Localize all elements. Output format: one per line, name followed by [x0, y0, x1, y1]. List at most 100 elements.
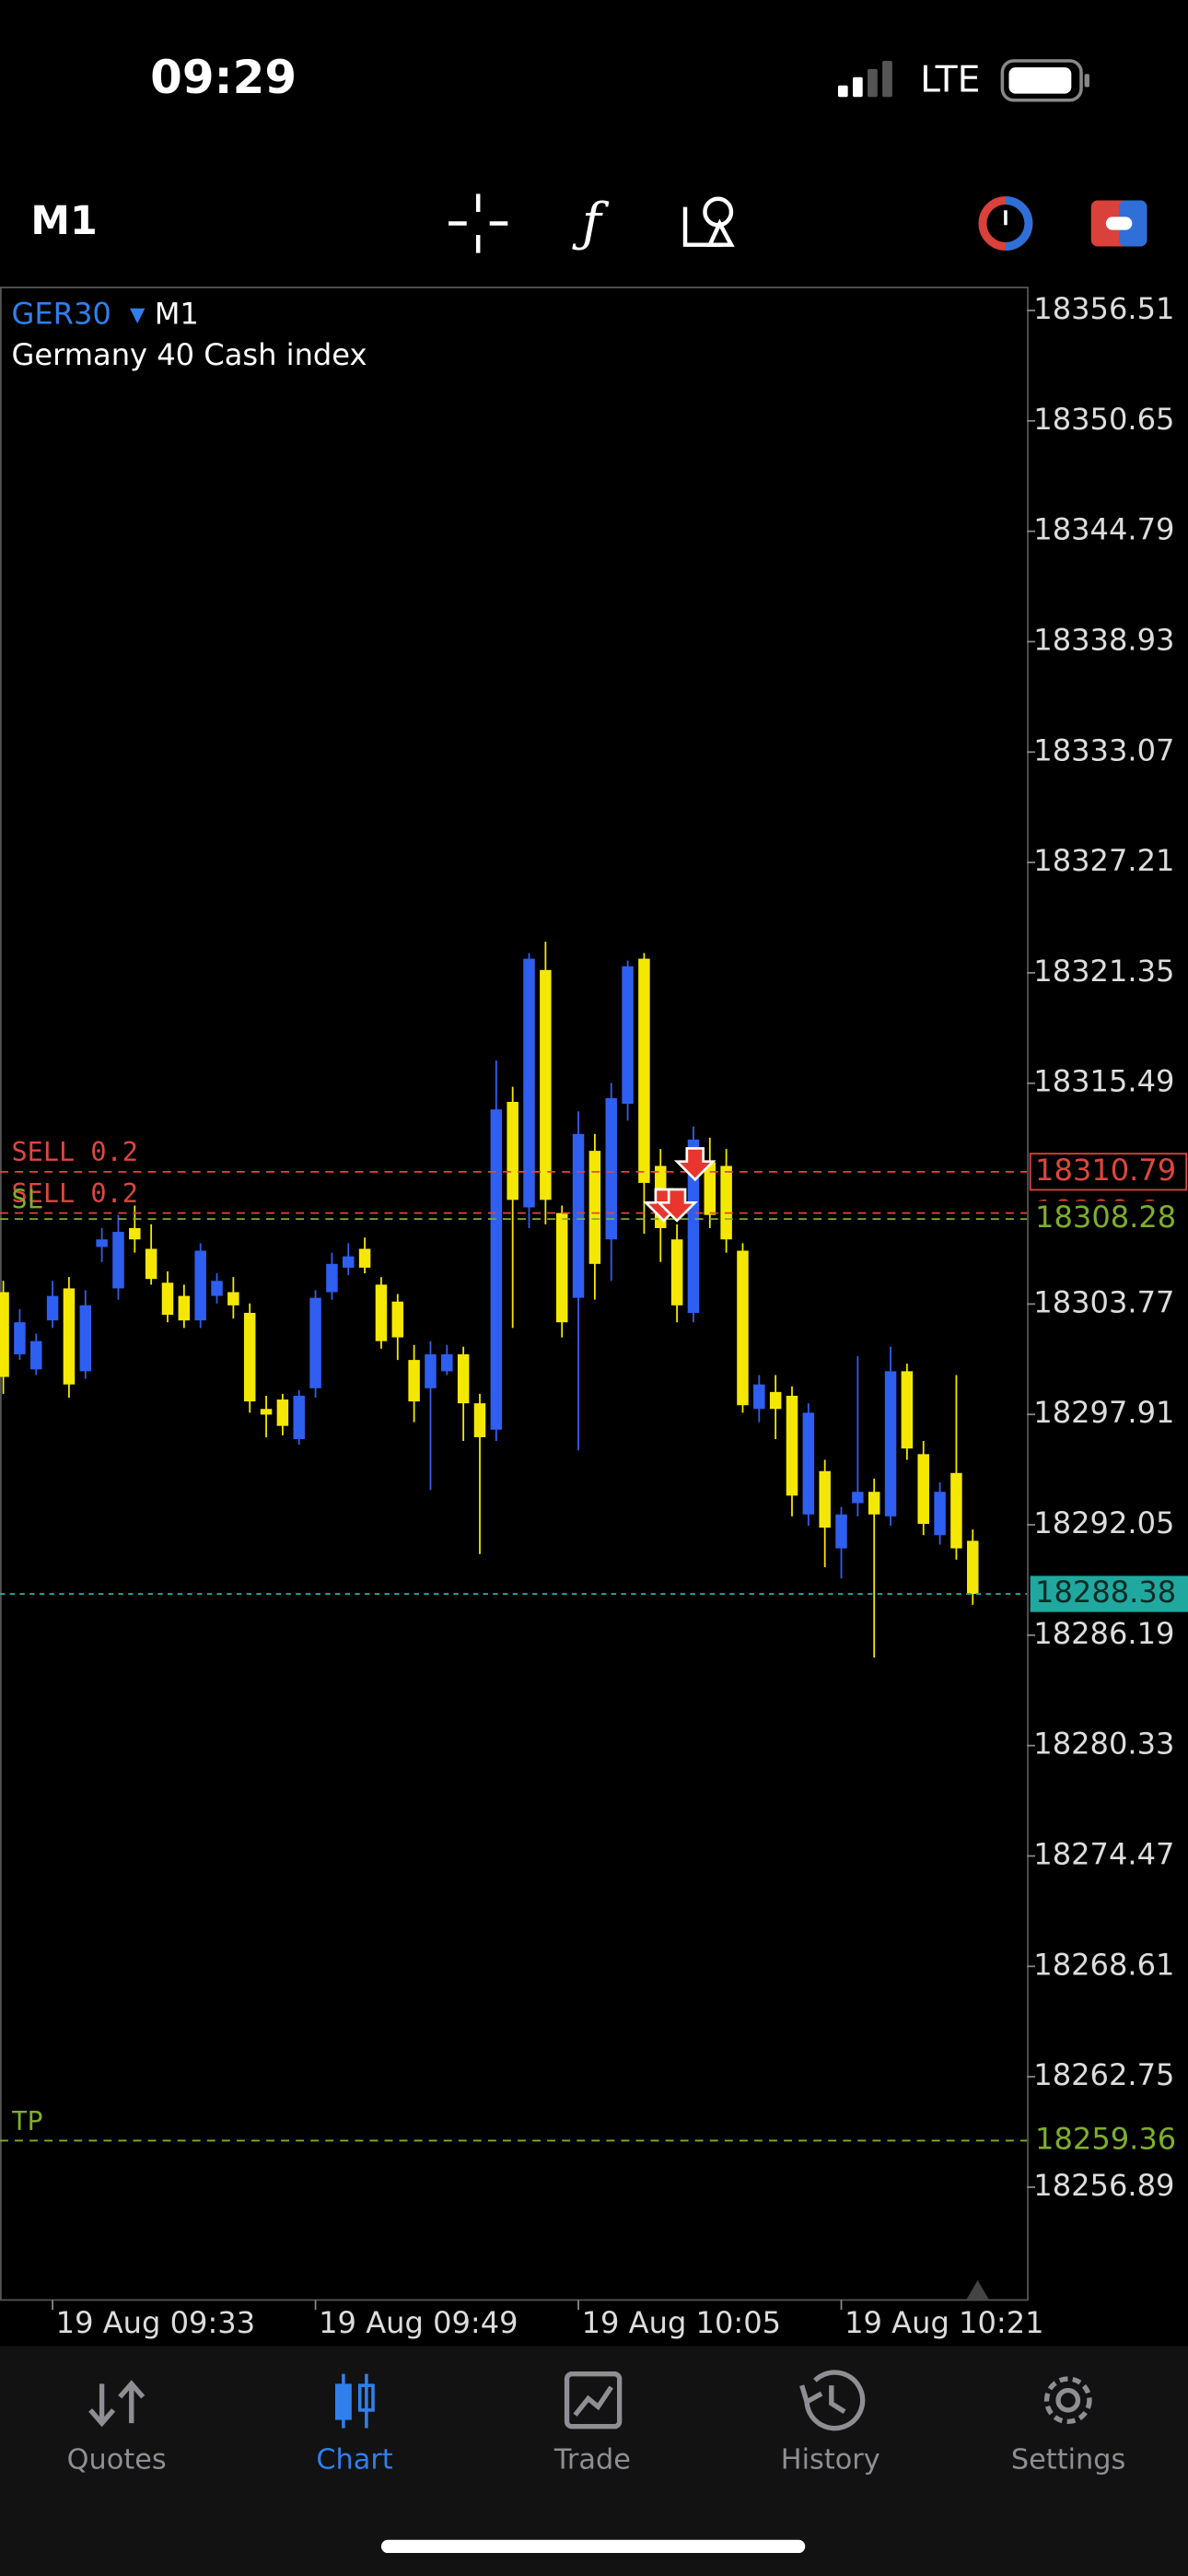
trade-button[interactable] — [1090, 200, 1147, 247]
candle-body — [835, 1514, 847, 1549]
candle-body — [14, 1322, 26, 1354]
candle-body — [507, 1101, 518, 1200]
level-price: 18259.36 — [1035, 2121, 1176, 2156]
tab-label[interactable]: Quotes — [67, 2444, 167, 2476]
one-click-button[interactable] — [978, 196, 1033, 251]
candle-body — [638, 958, 650, 1183]
candle-body — [473, 1403, 486, 1437]
candle-body — [260, 1409, 273, 1415]
level-label: SL — [11, 1185, 42, 1215]
objects-button[interactable] — [682, 196, 735, 247]
trade-icon — [564, 2371, 623, 2430]
candle-body — [950, 1472, 962, 1549]
signal-icon — [837, 60, 892, 98]
candle-body — [227, 1292, 239, 1306]
y-tick-label: 18303.77 — [1033, 1284, 1174, 1319]
candle-body — [687, 1139, 700, 1313]
status-time: 09:29 — [150, 51, 297, 104]
y-tick-label: 18356.51 — [1033, 291, 1174, 326]
candle-body — [967, 1540, 979, 1595]
candle-body — [786, 1395, 798, 1496]
candle-body — [408, 1360, 420, 1402]
level-price: 18308.28 — [1035, 1200, 1176, 1235]
y-tick-label: 18327.21 — [1033, 843, 1174, 878]
y-tick-label: 18286.19 — [1033, 1616, 1174, 1651]
level-price-box — [1030, 1200, 1187, 1237]
candle-body — [441, 1353, 453, 1372]
x-tick-label: 19 Aug 09:33 — [56, 2305, 255, 2340]
level-price-box — [1029, 1153, 1188, 1191]
candle-body — [145, 1248, 157, 1280]
y-tick-label: 18280.33 — [1033, 1727, 1174, 1762]
x-tick-label: 19 Aug 10:05 — [582, 2305, 781, 2340]
y-tick-label: 18344.79 — [1033, 512, 1174, 547]
level-price: 18310.79 — [1035, 1153, 1176, 1188]
candle-body — [852, 1492, 864, 1504]
level-label: SELL 0.2 — [11, 1178, 137, 1209]
quotes-icon — [88, 2380, 146, 2428]
candle-body — [79, 1305, 92, 1372]
candle-body — [112, 1232, 124, 1289]
chart-symbol[interactable]: GER30 — [11, 296, 111, 331]
y-tick-label: 18333.07 — [1033, 732, 1174, 767]
candle-body — [884, 1371, 897, 1516]
y-tick-label: 18338.93 — [1033, 622, 1174, 657]
candle-body — [194, 1250, 206, 1321]
y-tick-label: 18321.35 — [1033, 954, 1174, 989]
y-tick-label: 18297.91 — [1033, 1395, 1174, 1430]
candle-body — [737, 1250, 749, 1406]
candle-body — [868, 1492, 880, 1515]
settings-icon — [1043, 2376, 1092, 2425]
chart-timeframe: M1 — [155, 296, 199, 331]
price-axis: 18356.51 18350.65 18344.79 18338.93 18333.07… — [52, 291, 1188, 2340]
y-tick-label: 18262.75 — [1033, 2057, 1174, 2092]
battery-icon — [1000, 59, 1089, 102]
candle-body — [30, 1341, 42, 1370]
bid-price: 18288.38 — [1035, 1575, 1176, 1610]
tab-bar — [0, 2346, 1188, 2576]
candle-body — [720, 1165, 732, 1240]
candle-body — [161, 1282, 174, 1316]
candle-body — [670, 1239, 683, 1306]
candle-body — [917, 1454, 929, 1525]
level-label: SELL 0.2 — [11, 1137, 137, 1167]
chart-description: Germany 40 Cash index — [11, 337, 367, 372]
candle-body — [293, 1395, 305, 1439]
indicators-button[interactable]: ƒ — [572, 193, 610, 253]
candle-body — [375, 1284, 388, 1341]
candle-body — [343, 1256, 355, 1268]
candle-body — [605, 1097, 617, 1240]
candle-body — [588, 1151, 601, 1264]
tab-label[interactable]: History — [781, 2444, 880, 2476]
network-type: LTE — [920, 60, 980, 101]
candle-body — [46, 1295, 59, 1321]
candle-body — [0, 1292, 9, 1377]
candle-body — [490, 1109, 503, 1430]
tab-label[interactable]: Chart — [316, 2444, 392, 2476]
candle-body — [211, 1281, 223, 1296]
symbol-dropdown[interactable]: ▼ — [130, 303, 146, 326]
plot-area — [0, 942, 1028, 2142]
level-price-box — [1030, 2122, 1187, 2160]
candle-body — [391, 1301, 404, 1338]
home-indicator — [380, 2539, 806, 2554]
candle-body — [358, 1248, 371, 1268]
candle-body — [555, 1212, 568, 1323]
candle-body — [901, 1371, 914, 1449]
candle-body — [769, 1391, 782, 1410]
y-tick-label: 18256.89 — [1033, 2168, 1174, 2203]
candle-body — [276, 1399, 289, 1426]
y-tick-label: 18292.05 — [1033, 1505, 1174, 1540]
timeframe-button[interactable]: M1 — [30, 198, 97, 244]
candle-body — [802, 1412, 815, 1515]
crosshair-button[interactable] — [448, 193, 508, 253]
bid-price-box — [1030, 1575, 1188, 1612]
candle-body — [457, 1353, 470, 1404]
tab-label[interactable]: Settings — [1011, 2444, 1125, 2476]
y-tick-label: 18274.47 — [1033, 1836, 1174, 1871]
chart-icon — [334, 2373, 375, 2429]
tab-label[interactable]: Trade — [553, 2444, 631, 2476]
candle-body — [572, 1133, 585, 1298]
